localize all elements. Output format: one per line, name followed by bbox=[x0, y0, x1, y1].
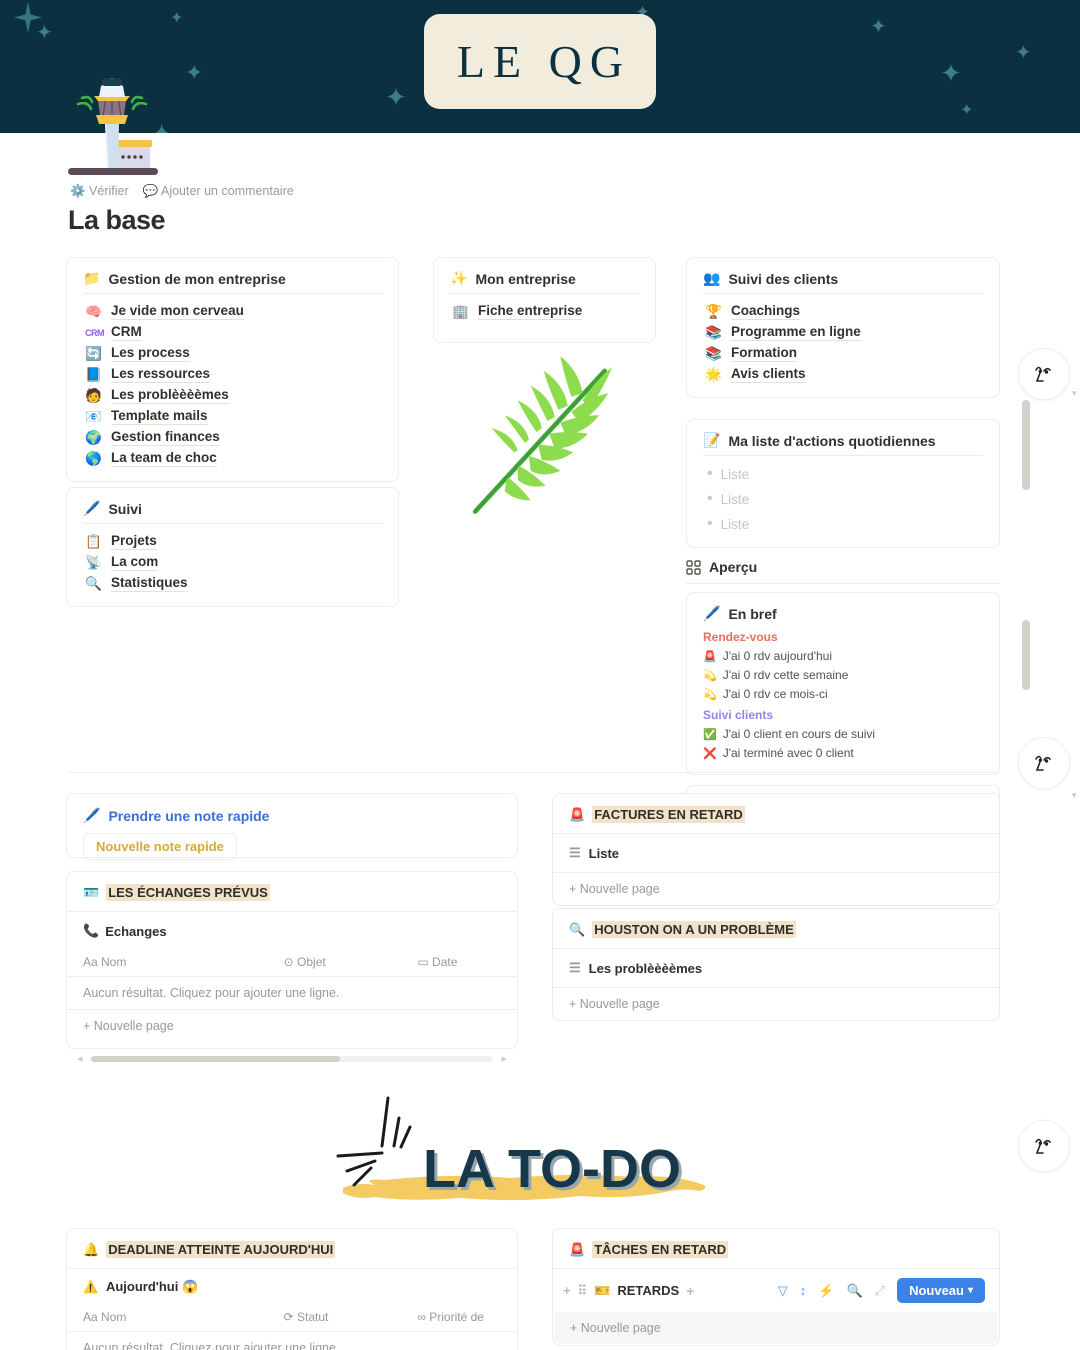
svg-text:LA TO-DO: LA TO-DO bbox=[423, 1139, 681, 1199]
